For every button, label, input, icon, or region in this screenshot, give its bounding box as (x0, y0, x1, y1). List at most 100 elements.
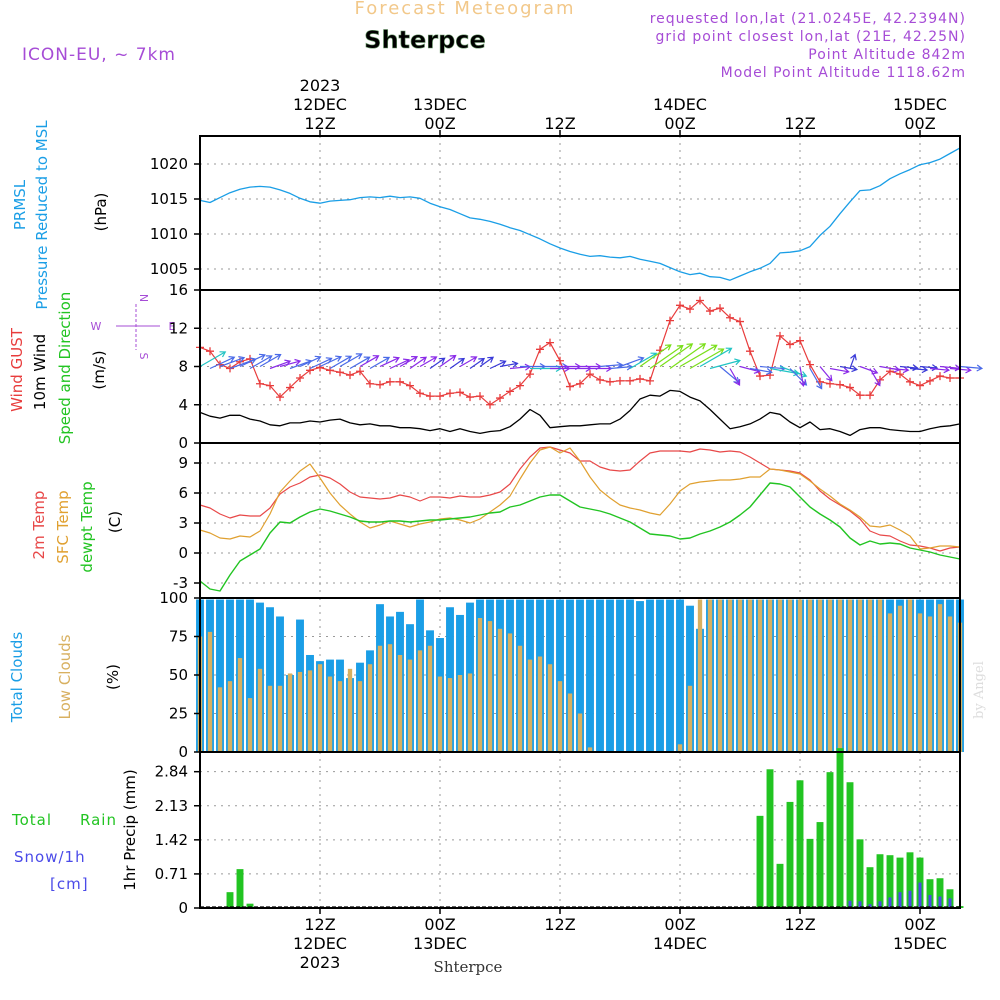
wind-gust-point (556, 356, 564, 365)
label-rain: Rain (80, 811, 117, 829)
low-clouds-bar (407, 659, 413, 752)
low-clouds-bar (517, 645, 523, 752)
wind-gust-point (726, 313, 734, 322)
wind-gust-point (366, 379, 374, 388)
wind-gust-point (686, 305, 694, 314)
wind-gust-point (506, 387, 514, 396)
top-time-label: 12Z (544, 114, 575, 133)
snow-bar (908, 890, 912, 908)
wind-gust-point (536, 345, 544, 354)
rain-bar (896, 857, 904, 908)
wind-gust-point (286, 383, 294, 392)
compass-e: E (169, 320, 176, 333)
low-clouds-bar (907, 599, 913, 752)
wind-direction-arrow (379, 356, 400, 368)
low-clouds-bar (457, 675, 463, 752)
wind-gust-point (306, 366, 314, 375)
rain-bar (756, 815, 764, 908)
wind-gust-point (706, 307, 714, 316)
low-clouds-bar (507, 633, 513, 752)
low-clouds-bar (557, 681, 563, 752)
total-clouds-bar (216, 599, 224, 752)
wind-gust-point (606, 377, 614, 386)
wind-direction-arrow (899, 364, 919, 372)
wind-gust-point (756, 372, 764, 381)
low-clouds-bar (937, 604, 943, 752)
wind-direction-arrow (329, 355, 353, 370)
wind-direction-arrow (209, 356, 236, 370)
rain-bar (846, 782, 854, 908)
wind-direction-arrow (649, 344, 684, 369)
dewpoint-line (199, 482, 961, 592)
label-snow: Snow/1h (14, 848, 86, 866)
wind-direction-arrow (639, 344, 672, 367)
low-clouds-bar (587, 747, 593, 752)
point-altitude: Point Altitude 842m (808, 47, 966, 63)
wind-gust-point (336, 368, 344, 377)
compass-rose: N W E S (91, 294, 176, 360)
y-tick-label: 9 (178, 454, 188, 472)
y-tick-label: 0 (178, 544, 188, 562)
rain-bar (856, 839, 864, 908)
low-clouds-bar (247, 698, 253, 752)
y-tick-label: 1.42 (155, 831, 188, 849)
snow-bar (888, 897, 892, 908)
wind-direction-arrow (279, 358, 302, 368)
low-clouds-bar (417, 650, 423, 752)
rain-bar (926, 879, 934, 908)
wind-gust-point (626, 376, 634, 385)
panel-frame (199, 751, 961, 909)
compass-n: N (137, 294, 150, 302)
total-clouds-bar (676, 599, 684, 752)
snow-bar (898, 892, 902, 908)
bottom-time-label: 12Z (304, 915, 335, 934)
wind-direction-arrow (919, 364, 939, 372)
low-clouds-bar (437, 676, 443, 752)
wind-direction-arrow (609, 363, 634, 371)
wind-gust-point (736, 317, 744, 326)
top-time-label: 15DEC (893, 95, 947, 114)
low-clouds-bar (237, 658, 243, 752)
y-tick-label: 25 (169, 705, 188, 723)
label-speed-direction: Speed and Direction (56, 292, 74, 445)
wind-gust-point (866, 391, 874, 400)
bottom-time-label: 00Z (424, 915, 455, 934)
wind-direction-arrow (459, 356, 478, 368)
rain-bar (906, 852, 914, 908)
bottom-time-label: 15DEC (893, 934, 947, 953)
wind-gust-point (586, 370, 594, 379)
rain-bar (826, 772, 834, 908)
wind-direction-arrow (239, 353, 266, 368)
low-clouds-bar (307, 670, 313, 752)
low-clouds-bar (857, 599, 863, 752)
compass-w: W (91, 320, 102, 333)
y-tick-label: 1020 (150, 155, 188, 173)
wind-gust-point (846, 383, 854, 392)
low-clouds-bar (717, 599, 723, 752)
wind-direction-arrow (839, 365, 859, 373)
label-hpa: (hPa) (92, 193, 110, 232)
wind-gust-point (406, 381, 414, 390)
wind-direction-arrow (259, 353, 282, 368)
label-cm: [cm] (50, 875, 89, 893)
low-clouds-bar (257, 668, 263, 752)
y-tick-label: 16 (169, 281, 188, 299)
wind-direction-arrow (849, 353, 857, 369)
rain-bar (886, 855, 894, 908)
total-clouds-bar (586, 599, 594, 752)
wind-direction-arrow (419, 356, 438, 368)
snow-bar (858, 901, 862, 908)
wind-gust-point (566, 382, 574, 391)
low-clouds-bar (367, 664, 373, 752)
wind-direction-arrow (669, 343, 707, 369)
bottom-time-label: 00Z (664, 915, 695, 934)
wind-gust-point (576, 379, 584, 388)
wind-gust-point (276, 393, 284, 402)
wind-gust-line (199, 299, 960, 406)
header-title: Forecast Meteogram (354, 0, 575, 19)
wind-direction-arrow (509, 363, 532, 371)
total-clouds-bar (596, 599, 604, 752)
total-clouds-bar (636, 601, 644, 752)
label-ms: (m/s) (90, 350, 108, 389)
